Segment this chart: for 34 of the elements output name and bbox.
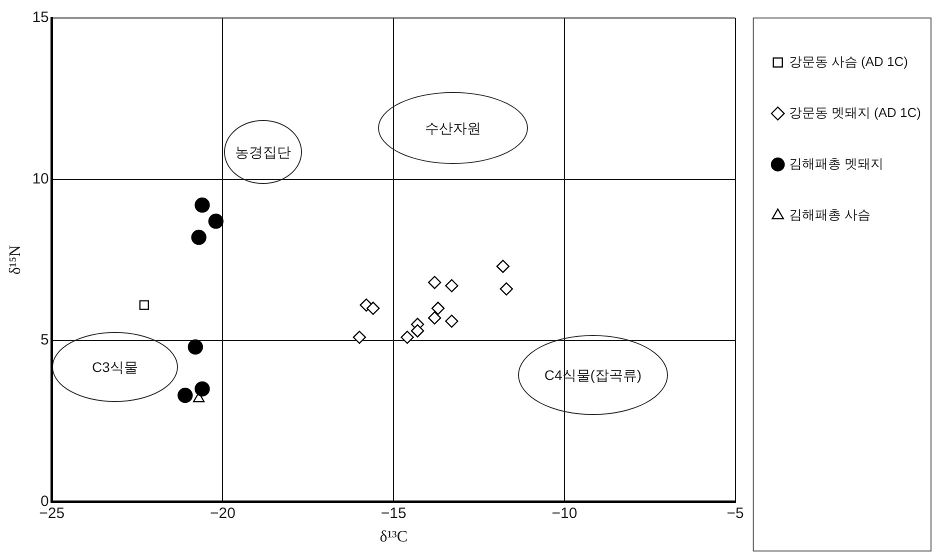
point <box>445 314 458 328</box>
annotation: C3식물 <box>91 358 139 376</box>
legend-label: 강문동 멧돼지 (AD 1C) <box>788 105 921 120</box>
y-tick-label: 10 <box>32 170 49 188</box>
annotation: 농경집단 <box>234 143 292 161</box>
point <box>410 324 424 338</box>
point <box>188 339 204 355</box>
point <box>191 230 206 245</box>
legend-label: 김해패총 멧돼지 <box>788 156 884 172</box>
legend-label: 김해패총 사슴 <box>788 207 870 222</box>
x-axis-title: δ¹³C <box>380 528 408 546</box>
point <box>208 214 224 229</box>
point <box>194 381 210 397</box>
point <box>178 388 193 403</box>
x-tick-label: −20 <box>210 504 236 522</box>
point <box>400 330 414 344</box>
point <box>428 311 442 325</box>
point <box>500 282 513 296</box>
point <box>366 302 380 315</box>
x-tick-label: −10 <box>552 504 578 522</box>
x-tick-label: −5 <box>726 504 744 522</box>
point <box>496 260 510 273</box>
y-tick-label: 5 <box>40 332 49 349</box>
y-axis-title: δ¹⁵N <box>6 244 24 275</box>
x-tick-label: −15 <box>380 504 406 522</box>
legend-label: 강문동 사슴 (AD 1C) <box>788 54 908 70</box>
point <box>194 197 210 213</box>
point <box>428 276 442 290</box>
point <box>352 330 366 344</box>
point <box>139 300 149 310</box>
point <box>445 279 458 292</box>
y-tick-label: 15 <box>32 9 49 26</box>
annotation: 수산자원 <box>424 119 482 137</box>
point <box>431 302 445 315</box>
